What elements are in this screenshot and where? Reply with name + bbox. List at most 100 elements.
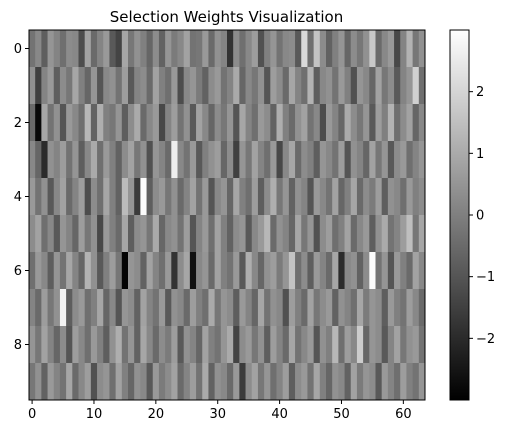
heatmap-cell — [171, 104, 178, 142]
heatmap-cell — [233, 67, 240, 105]
heatmap-cell — [196, 141, 203, 179]
heatmap-cell — [406, 104, 414, 142]
heatmap-cell — [158, 141, 166, 179]
heatmap-cell — [121, 252, 129, 290]
heatmap-cell — [418, 326, 426, 364]
heatmap-cell — [350, 141, 358, 179]
heatmap-cell — [183, 363, 191, 401]
heatmap-cell — [177, 363, 185, 401]
heatmap-cell — [103, 141, 110, 179]
heatmap-cell — [313, 215, 321, 253]
heatmap-cell — [146, 30, 154, 68]
heatmap-cell — [152, 30, 160, 68]
heatmap-cell — [344, 252, 352, 290]
colorbar-tick-label: 1 — [476, 147, 484, 162]
heatmap-cell — [202, 289, 209, 327]
heatmap-cell — [363, 215, 370, 253]
heatmap-cell — [97, 289, 104, 327]
heatmap-cell — [214, 104, 222, 142]
heatmap-cell — [97, 178, 104, 216]
heatmap-cell — [214, 67, 222, 105]
heatmap-cell — [375, 326, 383, 364]
heatmap-cell — [276, 30, 284, 68]
heatmap-cell — [189, 178, 197, 216]
heatmap-cell — [381, 141, 389, 179]
heatmap-cell — [177, 252, 185, 290]
heatmap-cell — [202, 141, 209, 179]
heatmap-cell — [356, 326, 364, 364]
heatmap-cell — [177, 178, 185, 216]
heatmap-cell — [171, 30, 178, 68]
heatmap-cell — [121, 104, 129, 142]
heatmap-cell — [233, 178, 240, 216]
heatmap-cell — [251, 252, 259, 290]
heatmap-cell — [41, 104, 48, 142]
heatmap-cell — [307, 363, 315, 401]
heatmap-cell — [313, 363, 321, 401]
heatmap-cell — [97, 141, 104, 179]
heatmap-cell — [109, 215, 117, 253]
heatmap-cell — [307, 67, 315, 105]
x-axis: 0 10 20 30 40 50 60 — [28, 400, 412, 422]
heatmap-cell — [338, 326, 345, 364]
heatmap-cell — [90, 215, 98, 253]
heatmap-cell — [245, 215, 253, 253]
heatmap-cell — [59, 363, 67, 401]
heatmap-cell — [326, 289, 333, 327]
heatmap-cell — [394, 104, 401, 142]
heatmap-cell — [338, 67, 345, 105]
heatmap-cell — [158, 104, 166, 142]
heatmap-cell — [146, 363, 154, 401]
heatmap-cell — [115, 30, 123, 68]
heatmap-cell — [332, 252, 339, 290]
heatmap-cell — [288, 104, 296, 142]
heatmap-cell — [140, 363, 147, 401]
colorbar-tick-label: −1 — [476, 270, 495, 285]
heatmap-cell — [344, 67, 352, 105]
heatmap-cell — [35, 67, 42, 105]
heatmap-cell — [233, 104, 240, 142]
heatmap-cell — [276, 141, 284, 179]
heatmap-cell — [381, 252, 389, 290]
heatmap-cell — [313, 30, 321, 68]
heatmap-cell — [128, 30, 135, 68]
heatmap-cell — [189, 289, 197, 327]
heatmap-cell — [245, 67, 253, 105]
heatmap-cell — [208, 141, 216, 179]
heatmap-cell — [103, 363, 110, 401]
heatmap-cell — [66, 326, 73, 364]
heatmap-cell — [177, 215, 185, 253]
heatmap-cell — [177, 67, 185, 105]
heatmap-cell — [189, 252, 197, 290]
heatmap-cell — [158, 30, 166, 68]
heatmap-cell — [78, 215, 86, 253]
heatmap-cell — [66, 104, 73, 142]
heatmap-cell — [356, 289, 364, 327]
heatmap-cell — [251, 215, 259, 253]
heatmap-cell — [35, 141, 42, 179]
heatmap-cell — [301, 141, 308, 179]
heatmap-cell — [53, 30, 61, 68]
heatmap-cell — [406, 363, 414, 401]
heatmap-cell — [97, 252, 104, 290]
heatmap-cell — [406, 215, 414, 253]
heatmap-cell — [313, 104, 321, 142]
heatmap-cell — [103, 252, 110, 290]
heatmap-cell — [245, 326, 253, 364]
heatmap-cell — [146, 215, 154, 253]
heatmap-cell — [412, 326, 420, 364]
heatmap-cell — [84, 326, 92, 364]
heatmap-cell — [152, 289, 160, 327]
heatmap-cell — [72, 215, 79, 253]
heatmap-cell — [84, 141, 92, 179]
heatmap-cell — [165, 30, 172, 68]
heatmap-cell — [208, 326, 216, 364]
heatmap-cell — [128, 67, 135, 105]
heatmap-cell — [344, 289, 352, 327]
heatmap-cell — [301, 104, 308, 142]
heatmap-cell — [400, 215, 407, 253]
heatmap-cell — [29, 252, 36, 290]
heatmap-cell — [239, 104, 246, 142]
heatmap-cell — [41, 141, 48, 179]
heatmap-cell — [338, 363, 345, 401]
